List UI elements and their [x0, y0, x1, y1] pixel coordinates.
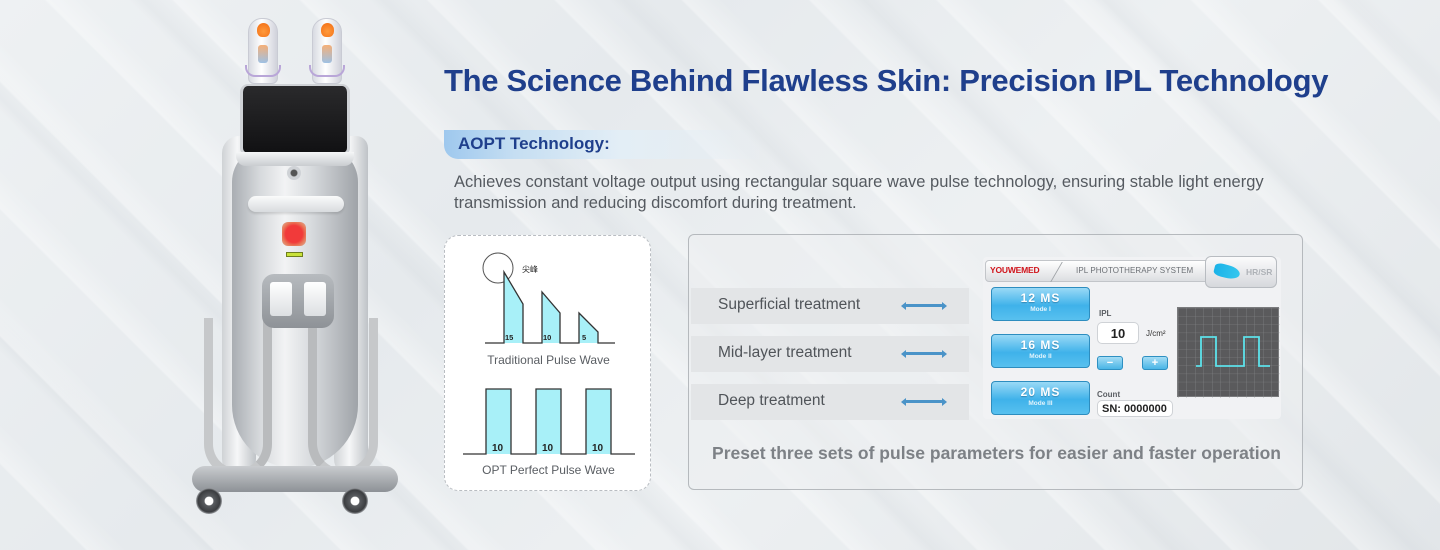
treatment-panel: Superficial treatment Mid-layer treatmen…: [688, 234, 1303, 490]
treatment-row-deep: Deep treatment: [691, 384, 969, 420]
treatment-label: Superficial treatment: [718, 296, 861, 313]
increase-button: +: [1142, 356, 1168, 370]
mode-pulse: 16 MS: [1020, 338, 1061, 352]
handpiece-tab-label: HR/SR: [1246, 267, 1273, 277]
double-arrow-icon: [901, 349, 947, 358]
mode-button-1: 12 MS Mode I: [991, 287, 1090, 321]
handpiece-right: [309, 18, 345, 84]
treatment-row-mid-layer: Mid-layer treatment: [691, 336, 969, 372]
mode-button-3: 20 MS Mode III: [991, 381, 1090, 415]
count-label: Count: [1097, 390, 1121, 399]
machine-shelf: [248, 196, 344, 212]
peak-annotation: 尖峰: [522, 264, 538, 274]
mode-name: Mode III: [1028, 400, 1053, 407]
ipl-value-display: 10: [1097, 322, 1139, 344]
count-value-display: SN: 0000000: [1097, 400, 1173, 417]
peak-circle: [482, 252, 514, 284]
key-switch-icon: [287, 166, 301, 180]
section-tag-bar: [444, 130, 764, 159]
ipl-unit: J/cm²: [1146, 329, 1166, 338]
device-ui-header: YOUWEMED IPL PHOTOTHERAPY SYSTEM: [985, 260, 1277, 282]
pulse-wave-card: 尖峰 15 10 5 10 10 10 Traditional Pulse Wa…: [444, 235, 651, 491]
wheel-icon: [342, 488, 368, 514]
mode-name: Mode I: [1030, 306, 1051, 313]
ipl-label: IPL: [1099, 309, 1112, 318]
hose-left: [204, 318, 272, 478]
opt-wave-caption: OPT Perfect Pulse Wave: [482, 463, 615, 477]
wheel-icon: [196, 488, 222, 514]
mode-pulse: 12 MS: [1020, 291, 1061, 305]
pulse-value: 10: [492, 443, 504, 454]
mode-name: Mode II: [1029, 353, 1052, 360]
brand-logo: YOUWEMED: [990, 265, 1040, 275]
pulse-value: 15: [505, 333, 513, 342]
handpiece-tab: HR/SR: [1205, 256, 1277, 288]
system-name: IPL PHOTOTHERAPY SYSTEM: [1076, 266, 1194, 275]
double-arrow-icon: [901, 397, 947, 406]
section-description: Achieves constant voltage output using r…: [454, 173, 1264, 212]
plug-right: [304, 282, 326, 316]
traditional-wave-caption: Traditional Pulse Wave: [487, 353, 610, 367]
screen-base: [236, 152, 354, 166]
ipl-machine-image: [190, 18, 400, 528]
machine-screen: [240, 84, 350, 156]
section-tag: AOPT Technology:: [458, 134, 610, 153]
pulse-value: 10: [592, 443, 604, 454]
connector-panel: [262, 274, 334, 328]
mode-pulse: 20 MS: [1020, 385, 1061, 399]
treatment-row-superficial: Superficial treatment: [691, 288, 969, 324]
handpiece-icon: [1212, 262, 1242, 281]
waveform-scope: [1177, 307, 1280, 398]
device-ui-screenshot: YOUWEMED IPL PHOTOTHERAPY SYSTEM HR/SR 1…: [983, 256, 1281, 419]
plug-left: [270, 282, 292, 316]
page-title: The Science Behind Flawless Skin: Precis…: [444, 63, 1329, 98]
treatment-label: Mid-layer treatment: [718, 344, 852, 361]
decrease-button: −: [1097, 356, 1123, 370]
pulse-wave-diagram: 尖峰 15 10 5 10 10 10: [463, 252, 635, 455]
handpiece-left: [245, 18, 281, 84]
estop-label: [286, 252, 303, 257]
mode-button-2: 16 MS Mode II: [991, 334, 1090, 368]
double-arrow-icon: [901, 301, 947, 310]
emergency-stop-icon: [282, 222, 306, 246]
hose-right: [308, 318, 378, 478]
machine-base: [192, 466, 398, 492]
treatment-label: Deep treatment: [718, 392, 825, 409]
header-divider: [1050, 262, 1072, 282]
pulse-value: 10: [542, 443, 554, 454]
footer-note: Preset three sets of pulse parameters fo…: [712, 443, 1281, 463]
pulse-value: 10: [543, 333, 551, 342]
pulse-value: 5: [582, 333, 586, 342]
